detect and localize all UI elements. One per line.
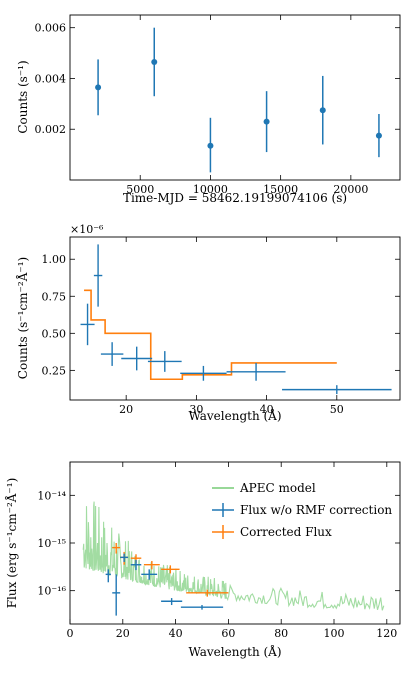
panel2-frame [69,236,401,401]
y-tick-label: 1.00 [42,253,67,266]
panel3-marks [82,501,385,616]
panel3-xlabel: Wavelength (Å) [188,644,281,659]
x-tick-label: 20 [116,627,130,640]
x-tick-label: 20000 [333,183,368,196]
lightcurve-point [319,107,326,114]
lightcurve-point [151,58,158,65]
panel-lightcurve: Time-MJD = 58462.19199074106 (s) Counts … [16,14,401,205]
panel1-ticks: 5000 10000 15000 20000 0.002 0.004 0.006 [35,15,400,196]
y-tick-label: 0.002 [35,123,67,136]
lightcurve-point [95,84,102,91]
y-tick-label: 0.25 [42,364,67,377]
y-tick-label: 0.004 [35,72,67,85]
legend-orange-swatch [212,525,234,539]
panel2-marks [80,244,392,395]
legend-blue-label: Flux w/o RMF correction [240,503,392,517]
lightcurve-point [207,142,214,149]
x-tick-label: 5000 [126,183,154,196]
lightcurve-point [375,132,382,139]
panel1-marks [95,27,382,173]
x-tick-label: 10000 [193,183,228,196]
lightcurve-point [263,118,270,125]
y-tick-label: 0.50 [42,327,67,340]
y-tick-label: 0.006 [35,22,67,35]
x-tick-label: 50 [330,403,344,416]
y-tick-label: 10⁻¹⁶ [37,585,66,598]
y-tick-label: 10⁻¹⁵ [37,537,66,550]
panel1-frame [69,14,401,181]
x-tick-label: 60 [221,627,235,640]
panel1-ylabel: Counts (s⁻¹) [16,60,30,133]
apec-model-line [82,501,385,611]
x-tick-label: 40 [169,627,183,640]
x-tick-label: 80 [274,627,288,640]
x-tick-label: 15000 [263,183,298,196]
panel2-ylabel: Counts (s⁻¹cm⁻²Å⁻¹) [15,257,30,379]
model-step-line [84,289,337,381]
x-tick-label: 40 [260,403,274,416]
x-tick-label: 0 [67,627,74,640]
legend-blue-swatch [212,503,234,517]
panel3-ylabel: Flux (erg s⁻¹cm⁻²Å⁻¹) [4,478,19,609]
x-tick-label: 20 [119,403,133,416]
legend-orange-label: Corrected Flux [240,525,332,539]
panel-count-spectrum: ×10⁻⁶ Wavelength (Å) Counts (s⁻¹cm⁻²Å⁻¹)… [15,223,401,423]
panel3-ticks: 0 20 40 60 80 100 120 10⁻¹⁶ 10⁻¹⁵ 10⁻¹⁴ [37,462,400,640]
panel3-legend: APEC model Flux w/o RMF correction Corre… [212,481,392,539]
panel2-ticks: 20 30 40 50 0.25 0.50 0.75 1.00 [42,237,400,416]
legend-apec-label: APEC model [239,481,316,495]
panel2-exponent: ×10⁻⁶ [70,223,104,236]
panel2-xlabel: Wavelength (Å) [188,408,281,423]
panel1-xlabel: Time-MJD = 58462.19199074106 (s) [123,191,347,205]
x-tick-label: 120 [376,627,397,640]
y-tick-label: 10⁻¹⁴ [37,489,66,502]
panel-flux-spectrum: Wavelength (Å) Flux (erg s⁻¹cm⁻²Å⁻¹) 0 20… [4,461,401,659]
x-tick-label: 100 [324,627,345,640]
x-tick-label: 30 [189,403,203,416]
y-tick-label: 0.75 [42,290,67,303]
